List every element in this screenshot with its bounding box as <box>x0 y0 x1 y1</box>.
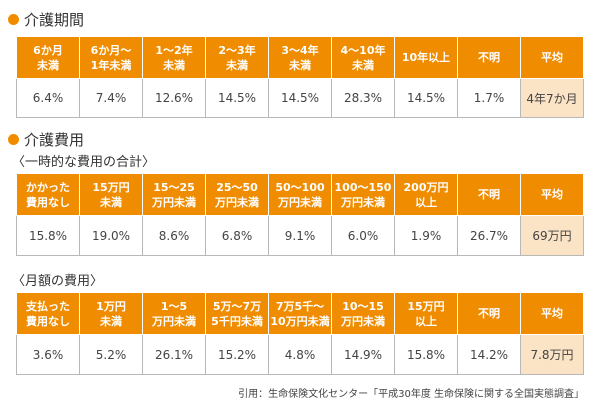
header-cell: 6か月 未満 <box>16 36 80 79</box>
value-cell: 1.9% <box>394 215 458 256</box>
section-title: 介護期間 <box>24 10 85 29</box>
section-heading-care-period: 介護期間 <box>8 8 84 30</box>
value-cell: 28.3% <box>331 78 395 118</box>
value-cell: 26.7% <box>457 215 521 256</box>
bullet-dot-icon <box>8 13 19 25</box>
value-cell: 26.1% <box>142 334 206 375</box>
header-cell: 15万円 未満 <box>79 173 143 216</box>
header-cell: 平均 <box>520 36 584 79</box>
subheading-onetime: 〈一時的な費用の合計〉 <box>12 155 156 170</box>
header-cell: 6か月〜 1年未満 <box>79 36 143 79</box>
header-cell: 不明 <box>457 36 521 79</box>
average-cell: 4年7か月 <box>520 78 584 118</box>
value-cell: 14.2% <box>457 334 521 375</box>
value-cell: 12.6% <box>142 78 206 118</box>
header-cell: 不明 <box>457 292 521 335</box>
header-cell: 2〜3年 未満 <box>205 36 269 79</box>
value-cell: 14.9% <box>331 334 395 375</box>
average-cell: 7.8万円 <box>520 334 584 375</box>
average-cell: 69万円 <box>520 215 584 256</box>
header-row: 6か月 未満 6か月〜 1年未満 1〜2年 未満 2〜3年 未満 3〜4年 未満… <box>16 36 584 79</box>
header-cell: 15万円 以上 <box>394 292 458 335</box>
value-cell: 14.5% <box>394 78 458 118</box>
header-cell: 平均 <box>520 173 584 216</box>
header-cell: 10年以上 <box>394 36 458 79</box>
value-cell: 15.8% <box>394 334 458 375</box>
header-cell: 5万〜7万 5千円未満 <box>205 292 269 335</box>
header-cell: 4〜10年 未満 <box>331 36 395 79</box>
monthly-cost-table: 支払った 費用なし 1万円 未満 1〜5 万円未満 5万〜7万 5千円未満 7万… <box>16 292 584 375</box>
value-cell: 1.7% <box>457 78 521 118</box>
header-cell: 3〜4年 未満 <box>268 36 332 79</box>
value-cell: 6.4% <box>16 78 80 118</box>
value-cell: 3.6% <box>16 334 80 375</box>
header-row: 支払った 費用なし 1万円 未満 1〜5 万円未満 5万〜7万 5千円未満 7万… <box>16 292 584 335</box>
header-cell: 25〜50 万円未満 <box>205 173 269 216</box>
value-cell: 14.5% <box>205 78 269 118</box>
value-cell: 9.1% <box>268 215 332 256</box>
value-cell: 15.2% <box>205 334 269 375</box>
value-cell: 15.8% <box>16 215 80 256</box>
bullet-dot-icon <box>8 133 19 145</box>
header-cell: 1〜2年 未満 <box>142 36 206 79</box>
value-row: 3.6% 5.2% 26.1% 15.2% 4.8% 14.9% 15.8% 1… <box>16 334 584 375</box>
header-cell: 10〜15 万円未満 <box>331 292 395 335</box>
header-cell: 1〜5 万円未満 <box>142 292 206 335</box>
header-cell: 100〜150 万円未満 <box>331 173 395 216</box>
value-cell: 8.6% <box>142 215 206 256</box>
value-cell: 6.8% <box>205 215 269 256</box>
header-cell: 15〜25 万円未満 <box>142 173 206 216</box>
header-cell: 支払った 費用なし <box>16 292 80 335</box>
header-cell: 50〜100 万円未満 <box>268 173 332 216</box>
value-cell: 6.0% <box>331 215 395 256</box>
value-cell: 4.8% <box>268 334 332 375</box>
value-cell: 5.2% <box>79 334 143 375</box>
value-cell: 19.0% <box>79 215 143 256</box>
header-cell: 平均 <box>520 292 584 335</box>
section-title: 介護費用 <box>24 130 85 149</box>
header-cell: かかった 費用なし <box>16 173 80 216</box>
header-cell: 不明 <box>457 173 521 216</box>
value-cell: 7.4% <box>79 78 143 118</box>
header-row: かかった 費用なし 15万円 未満 15〜25 万円未満 25〜50 万円未満 … <box>16 173 584 216</box>
header-cell: 7万5千〜 10万円未満 <box>268 292 332 335</box>
subheading-monthly: 〈月額の費用〉 <box>12 274 104 289</box>
value-cell: 14.5% <box>268 78 332 118</box>
section-heading-care-cost: 介護費用 <box>8 128 84 150</box>
onetime-cost-table: かかった 費用なし 15万円 未満 15〜25 万円未満 25〜50 万円未満 … <box>16 173 584 256</box>
source-citation: 引用：生命保険文化センター「平成30年度 生命保険に関する全国実態調査」 <box>238 389 584 400</box>
value-row: 6.4% 7.4% 12.6% 14.5% 14.5% 28.3% 14.5% … <box>16 78 584 118</box>
header-cell: 1万円 未満 <box>79 292 143 335</box>
header-cell: 200万円 以上 <box>394 173 458 216</box>
value-row: 15.8% 19.0% 8.6% 6.8% 9.1% 6.0% 1.9% 26.… <box>16 215 584 256</box>
care-period-table: 6か月 未満 6か月〜 1年未満 1〜2年 未満 2〜3年 未満 3〜4年 未満… <box>16 36 584 118</box>
